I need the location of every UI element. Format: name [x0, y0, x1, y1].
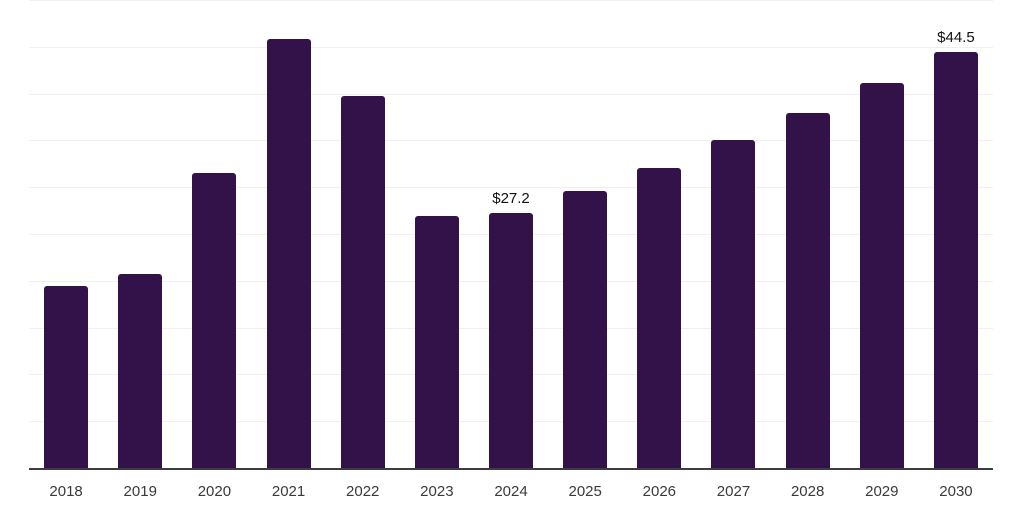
bar-slot-2029 [845, 83, 919, 468]
x-axis-line [29, 468, 993, 470]
x-tick-label-2028: 2028 [790, 483, 825, 500]
gridline [29, 93, 993, 95]
x-tick-label-2025: 2025 [568, 483, 602, 500]
gridline [29, 187, 993, 189]
x-tick-label-2021: 2021 [271, 483, 306, 500]
bar-2026 [637, 167, 682, 468]
bar-slot-2026 [622, 167, 696, 468]
bar-slot-2020 [177, 173, 251, 468]
x-tick-label-2023: 2023 [420, 483, 454, 500]
bar-2029 [859, 83, 904, 468]
bar-2025 [563, 190, 608, 468]
bar-slot-2030: $44.5 [919, 28, 993, 468]
bar-2021 [266, 39, 311, 468]
x-tick-label-2026: 2026 [642, 483, 677, 500]
bar-slot-2025 [548, 190, 622, 468]
x-tick-label-2022: 2022 [346, 483, 380, 500]
gridline [29, 140, 993, 142]
bar-2019 [118, 274, 163, 468]
bar-slot-2023 [400, 216, 474, 468]
x-tick-label-2019: 2019 [123, 483, 157, 500]
gridline [29, 0, 993, 1]
bar-value-label-2024: $27.2 [492, 190, 530, 208]
bar-2028 [785, 113, 830, 468]
x-tick-label-2018: 2018 [49, 483, 83, 500]
bar-2018 [44, 285, 89, 468]
x-tick-label-2027: 2027 [716, 483, 751, 500]
x-tick-label-2030: 2030 [939, 483, 973, 500]
bar-slot-2028 [771, 113, 845, 468]
bar-slot-2022 [326, 96, 400, 468]
bar-value-label-2030: $44.5 [937, 28, 975, 46]
bar-slot-2021 [251, 39, 325, 468]
bar-2027 [711, 140, 756, 468]
bar-2020 [192, 173, 237, 468]
x-tick-label-2029: 2029 [865, 483, 899, 500]
bar-slot-2024: $27.2 [474, 190, 548, 468]
bar-slot-2027 [696, 140, 770, 468]
bar-2023 [414, 216, 459, 468]
bar-2024 [489, 213, 534, 468]
bars-container: $27.2 $44.5 [29, 0, 993, 468]
bar-2030 [933, 51, 978, 468]
gridline [29, 46, 993, 48]
bar-2022 [340, 96, 385, 468]
x-tick-label-2024: 2024 [494, 483, 528, 500]
bar-slot-2018 [29, 285, 103, 468]
x-tick-label-2020: 2020 [197, 483, 232, 500]
x-axis-tick-labels: 2018 2019 2020 2021 2022 2023 2024 2025 2026 2027… [29, 484, 993, 500]
bar-slot-2019 [103, 274, 177, 468]
plot-area: $27.2 $44.5 [29, 0, 993, 470]
